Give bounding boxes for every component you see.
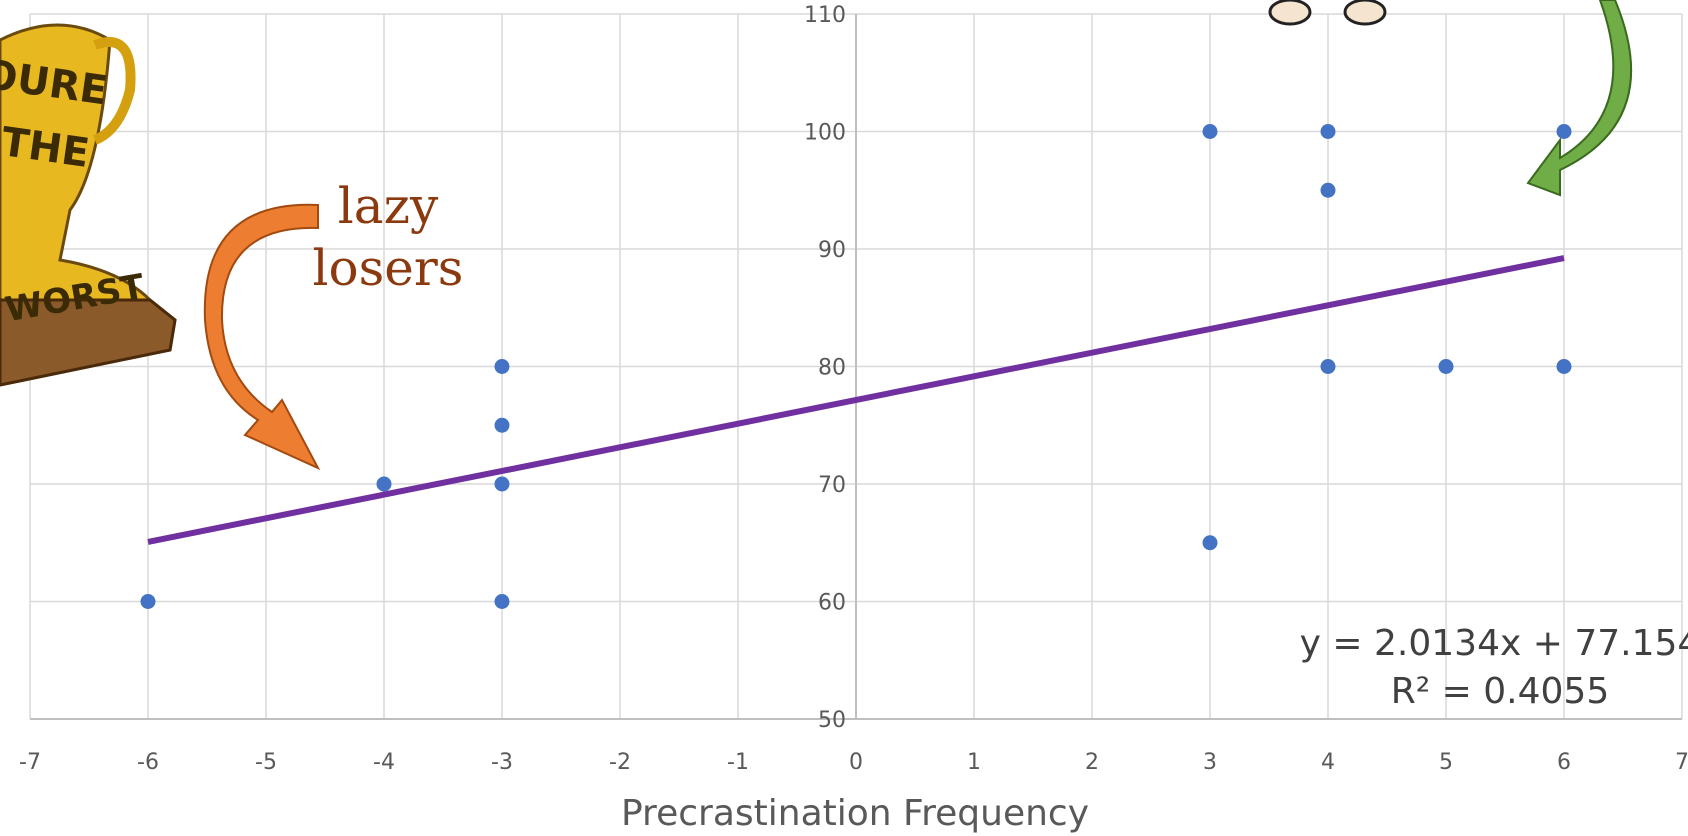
y-tick-label: 110 [804,3,846,28]
arrow [1526,0,1633,197]
x-tick-label: -3 [491,750,513,775]
trophy-handle [92,37,136,145]
trophy-base [0,298,177,387]
x-axis-title: Precrastination Frequency [621,793,1089,834]
x-tick-label: -2 [609,750,631,775]
x-tick-label: -4 [373,750,395,775]
point [1556,124,1572,139]
point [1320,124,1336,139]
trendline-equation: y = 2.0134x + 77.154 [1300,623,1688,664]
arrow [203,203,321,471]
x-tick-label: 1 [967,750,981,775]
x-tick-label: -6 [137,750,159,775]
grid [29,13,1683,720]
point [1320,182,1336,198]
point [1202,535,1218,551]
x-tick-label: 3 [1203,750,1217,775]
point [1202,124,1218,139]
x-tick-label: 6 [1557,750,1571,775]
decoration: OURE THE WORST lazy losers [0,0,1633,471]
x-tick-label: -5 [255,750,277,775]
point [1438,359,1454,374]
point [494,359,510,374]
x-tick-label: 2 [1085,750,1099,775]
y-tick-label: 100 [804,121,846,146]
point [1320,359,1336,374]
foot [1343,0,1387,26]
y-tick-label: 70 [818,473,846,498]
annotation: lazy [338,177,439,235]
y-tick-label: 60 [818,591,846,616]
x-tick-label: -1 [727,750,749,775]
annotation: losers [313,239,464,297]
point [494,594,510,609]
y-tick-label: 90 [818,238,846,263]
y-tick-label: 80 [818,356,846,381]
trophy [0,23,177,387]
x-tick-label: 0 [849,750,863,775]
point [1556,359,1572,374]
y-tick-label: 50 [818,708,846,733]
trendline [147,255,1565,545]
point [494,417,510,433]
x-tick-label: -7 [19,750,41,775]
point [376,476,392,492]
foot [1268,0,1312,26]
x-tick-label: 7 [1675,750,1688,775]
point [140,594,156,609]
x-tick-label: 5 [1439,750,1453,775]
x-tick-label: 4 [1321,750,1335,775]
trendline-r2: R² = 0.4055 [1391,671,1609,712]
point [494,476,510,492]
